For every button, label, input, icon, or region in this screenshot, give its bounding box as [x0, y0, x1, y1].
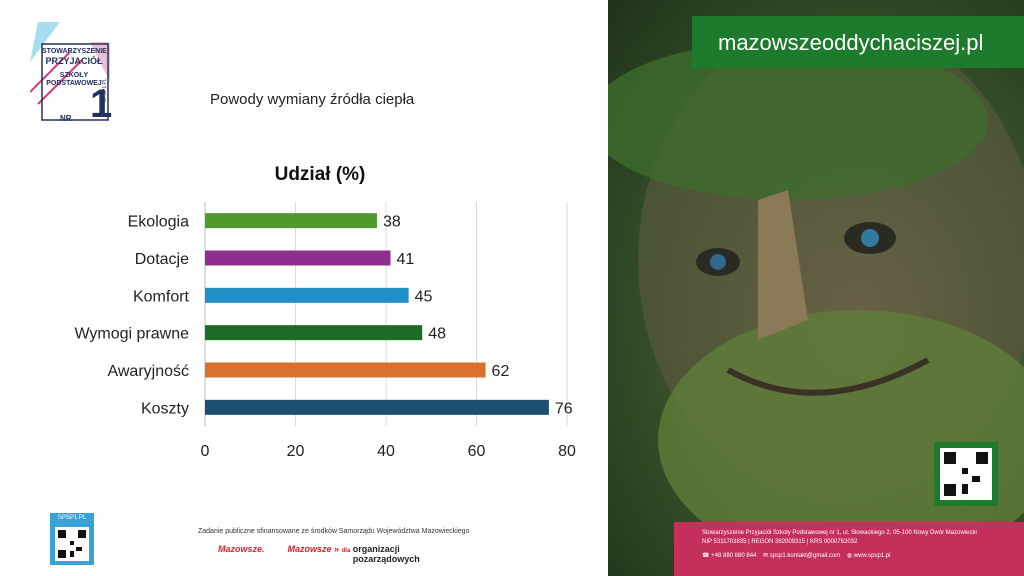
phone-icon: ☎: [702, 553, 710, 559]
funding-note: Zadanie publiczne sfinansowane ze środkó…: [198, 528, 470, 535]
data-label: 45: [415, 288, 433, 305]
data-label: 41: [397, 251, 415, 268]
website-banner: mazowszeoddychaciszej.pl: [692, 16, 1024, 68]
contact-ids: NIP 5311703835 | REGON 382009315 | KRS 0…: [702, 539, 858, 545]
qr-label: SPSP1.PL: [50, 513, 94, 523]
chart-title: Udział (%): [274, 164, 366, 185]
x-tick-label: 0: [201, 443, 210, 460]
globe-icon: ◍: [846, 553, 853, 559]
banner-text: mazowszeoddychaciszej.pl: [718, 30, 984, 55]
contact-web: www.spsp1.pl: [853, 553, 891, 559]
data-label: 38: [383, 214, 401, 231]
contact-bar: Stowarzyszenie Przyjaciół Szkoły Podstaw…: [674, 522, 1024, 576]
logo-line-3: SZKOŁY: [59, 72, 89, 79]
slide-left-panel: STOWARZYSZENIE PRZYJACIÓŁ SZKOŁY PODSTAW…: [30, 22, 576, 565]
bar: [205, 325, 423, 341]
bar: [205, 250, 391, 266]
qr-code-left: SPSP1.PL: [50, 513, 94, 565]
email-icon: ✉: [763, 553, 769, 559]
data-label: 62: [492, 363, 510, 380]
bar: [205, 399, 549, 415]
logo-line-4: PODSTAWOWEJ: [46, 80, 102, 87]
logo-line-1: STOWARZYSZENIE: [42, 48, 107, 55]
logo-frame-graphic: [30, 22, 110, 121]
tree-face-illustration: [608, 20, 1024, 570]
logo-org-2: pozarządowych: [352, 554, 420, 564]
x-tick-label: 60: [468, 443, 486, 460]
contact-address: Stowarzyszenie Przyjaciół Szkoły Podstaw…: [702, 530, 977, 536]
logo-number: 1: [90, 82, 113, 126]
bar: [205, 362, 486, 378]
association-logo: STOWARZYSZENIE PRZYJACIÓŁ SZKOŁY PODSTAW…: [30, 22, 113, 126]
category-label: Komfort: [133, 288, 190, 305]
category-label: Ekologia: [128, 214, 189, 231]
x-tick-label: 40: [377, 443, 395, 460]
category-label: Awaryjność: [107, 363, 189, 380]
data-label: 48: [428, 326, 446, 343]
chevron-logo-icon: »: [334, 544, 340, 554]
bar: [205, 213, 377, 229]
category-label: Koszty: [141, 400, 189, 417]
bar-chart: 0 20 40 60 80 Ekologia 38 Dotacje 41 Komfort 45 Wym…: [74, 202, 576, 460]
mazowsze-logo-2: Mazowsze: [287, 544, 332, 554]
sponsor-logos: Mazowsze. Mazowsze » dla organizacji poz…: [218, 544, 420, 564]
slide-title: Powody wymiany źródła ciepła: [210, 91, 415, 108]
qr-code-right: [934, 442, 998, 506]
contact-details: ☎ +48 880 880 844 ✉ spsp1.kontakt@gmail.…: [702, 552, 890, 559]
slide-right-panel: mazowszeoddychaciszej.pl Stowarzyszenie …: [608, 0, 1024, 576]
x-tick-label: 80: [558, 443, 576, 460]
logo-prefix: dla: [341, 548, 351, 554]
bar: [205, 287, 409, 303]
qr-icon: [50, 523, 94, 565]
data-label: 76: [555, 400, 573, 417]
mazowsze-logo-1: Mazowsze.: [218, 544, 265, 554]
logo-nr: NR: [60, 114, 72, 123]
category-label: Wymogi prawne: [74, 326, 189, 343]
x-tick-label: 20: [287, 443, 305, 460]
logo-org-1: organizacji: [352, 544, 400, 554]
contact-email: spsp1.kontakt@gmail.com: [769, 553, 841, 559]
contact-phone: +48 880 880 844: [711, 553, 757, 559]
qr-icon: [940, 448, 992, 500]
category-label: Dotacje: [135, 251, 189, 268]
logo-line-2: PRZYJACIÓŁ: [45, 56, 103, 66]
